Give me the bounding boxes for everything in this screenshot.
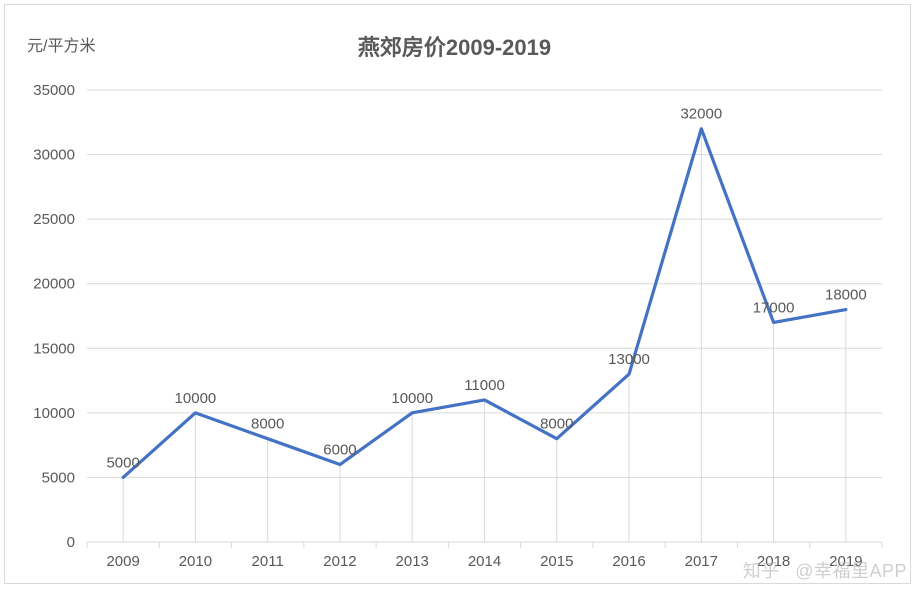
y-tick-label: 30000 (33, 147, 75, 164)
x-tick-label: 2014 (468, 553, 501, 570)
data-label: 5000 (106, 454, 139, 471)
y-tick-label: 5000 (42, 469, 75, 486)
y-axis-unit: 元/平方米 (27, 37, 95, 55)
chart-title: 燕郊房价2009-2019 (358, 35, 551, 60)
x-tick-label: 2012 (323, 553, 356, 570)
data-label: 17000 (753, 299, 795, 316)
data-label: 10000 (391, 390, 433, 407)
chart-container: 0 5000 10000 15000 20000 25000 30000 35000 2009 2… (4, 4, 911, 584)
data-label: 6000 (323, 442, 356, 459)
data-label: 13000 (608, 351, 650, 368)
x-tick-label: 2010 (179, 553, 212, 570)
x-tick-label: 2019 (829, 553, 862, 570)
y-tick-label: 20000 (33, 276, 75, 293)
x-tick-label: 2017 (685, 553, 718, 570)
data-label: 18000 (825, 287, 867, 304)
x-tick-label: 2016 (612, 553, 645, 570)
y-tick-label: 25000 (33, 211, 75, 228)
x-tick-label: 2013 (396, 553, 429, 570)
y-tick-label: 0 (67, 534, 75, 551)
data-label: 32000 (680, 106, 722, 123)
line-chart: 0 5000 10000 15000 20000 25000 30000 35000 2009 2… (5, 5, 910, 583)
data-label: 8000 (251, 416, 284, 433)
x-tick-label: 2015 (540, 553, 573, 570)
data-label: 8000 (540, 416, 573, 433)
x-tick-label: 2018 (757, 553, 790, 570)
data-label: 11000 (464, 377, 505, 394)
y-tick-label: 35000 (33, 82, 75, 99)
x-tick-label: 2009 (106, 553, 139, 570)
data-label: 10000 (175, 390, 217, 407)
x-tick-label: 2011 (252, 553, 284, 570)
y-tick-label: 15000 (33, 340, 75, 357)
y-tick-label: 10000 (33, 405, 75, 422)
